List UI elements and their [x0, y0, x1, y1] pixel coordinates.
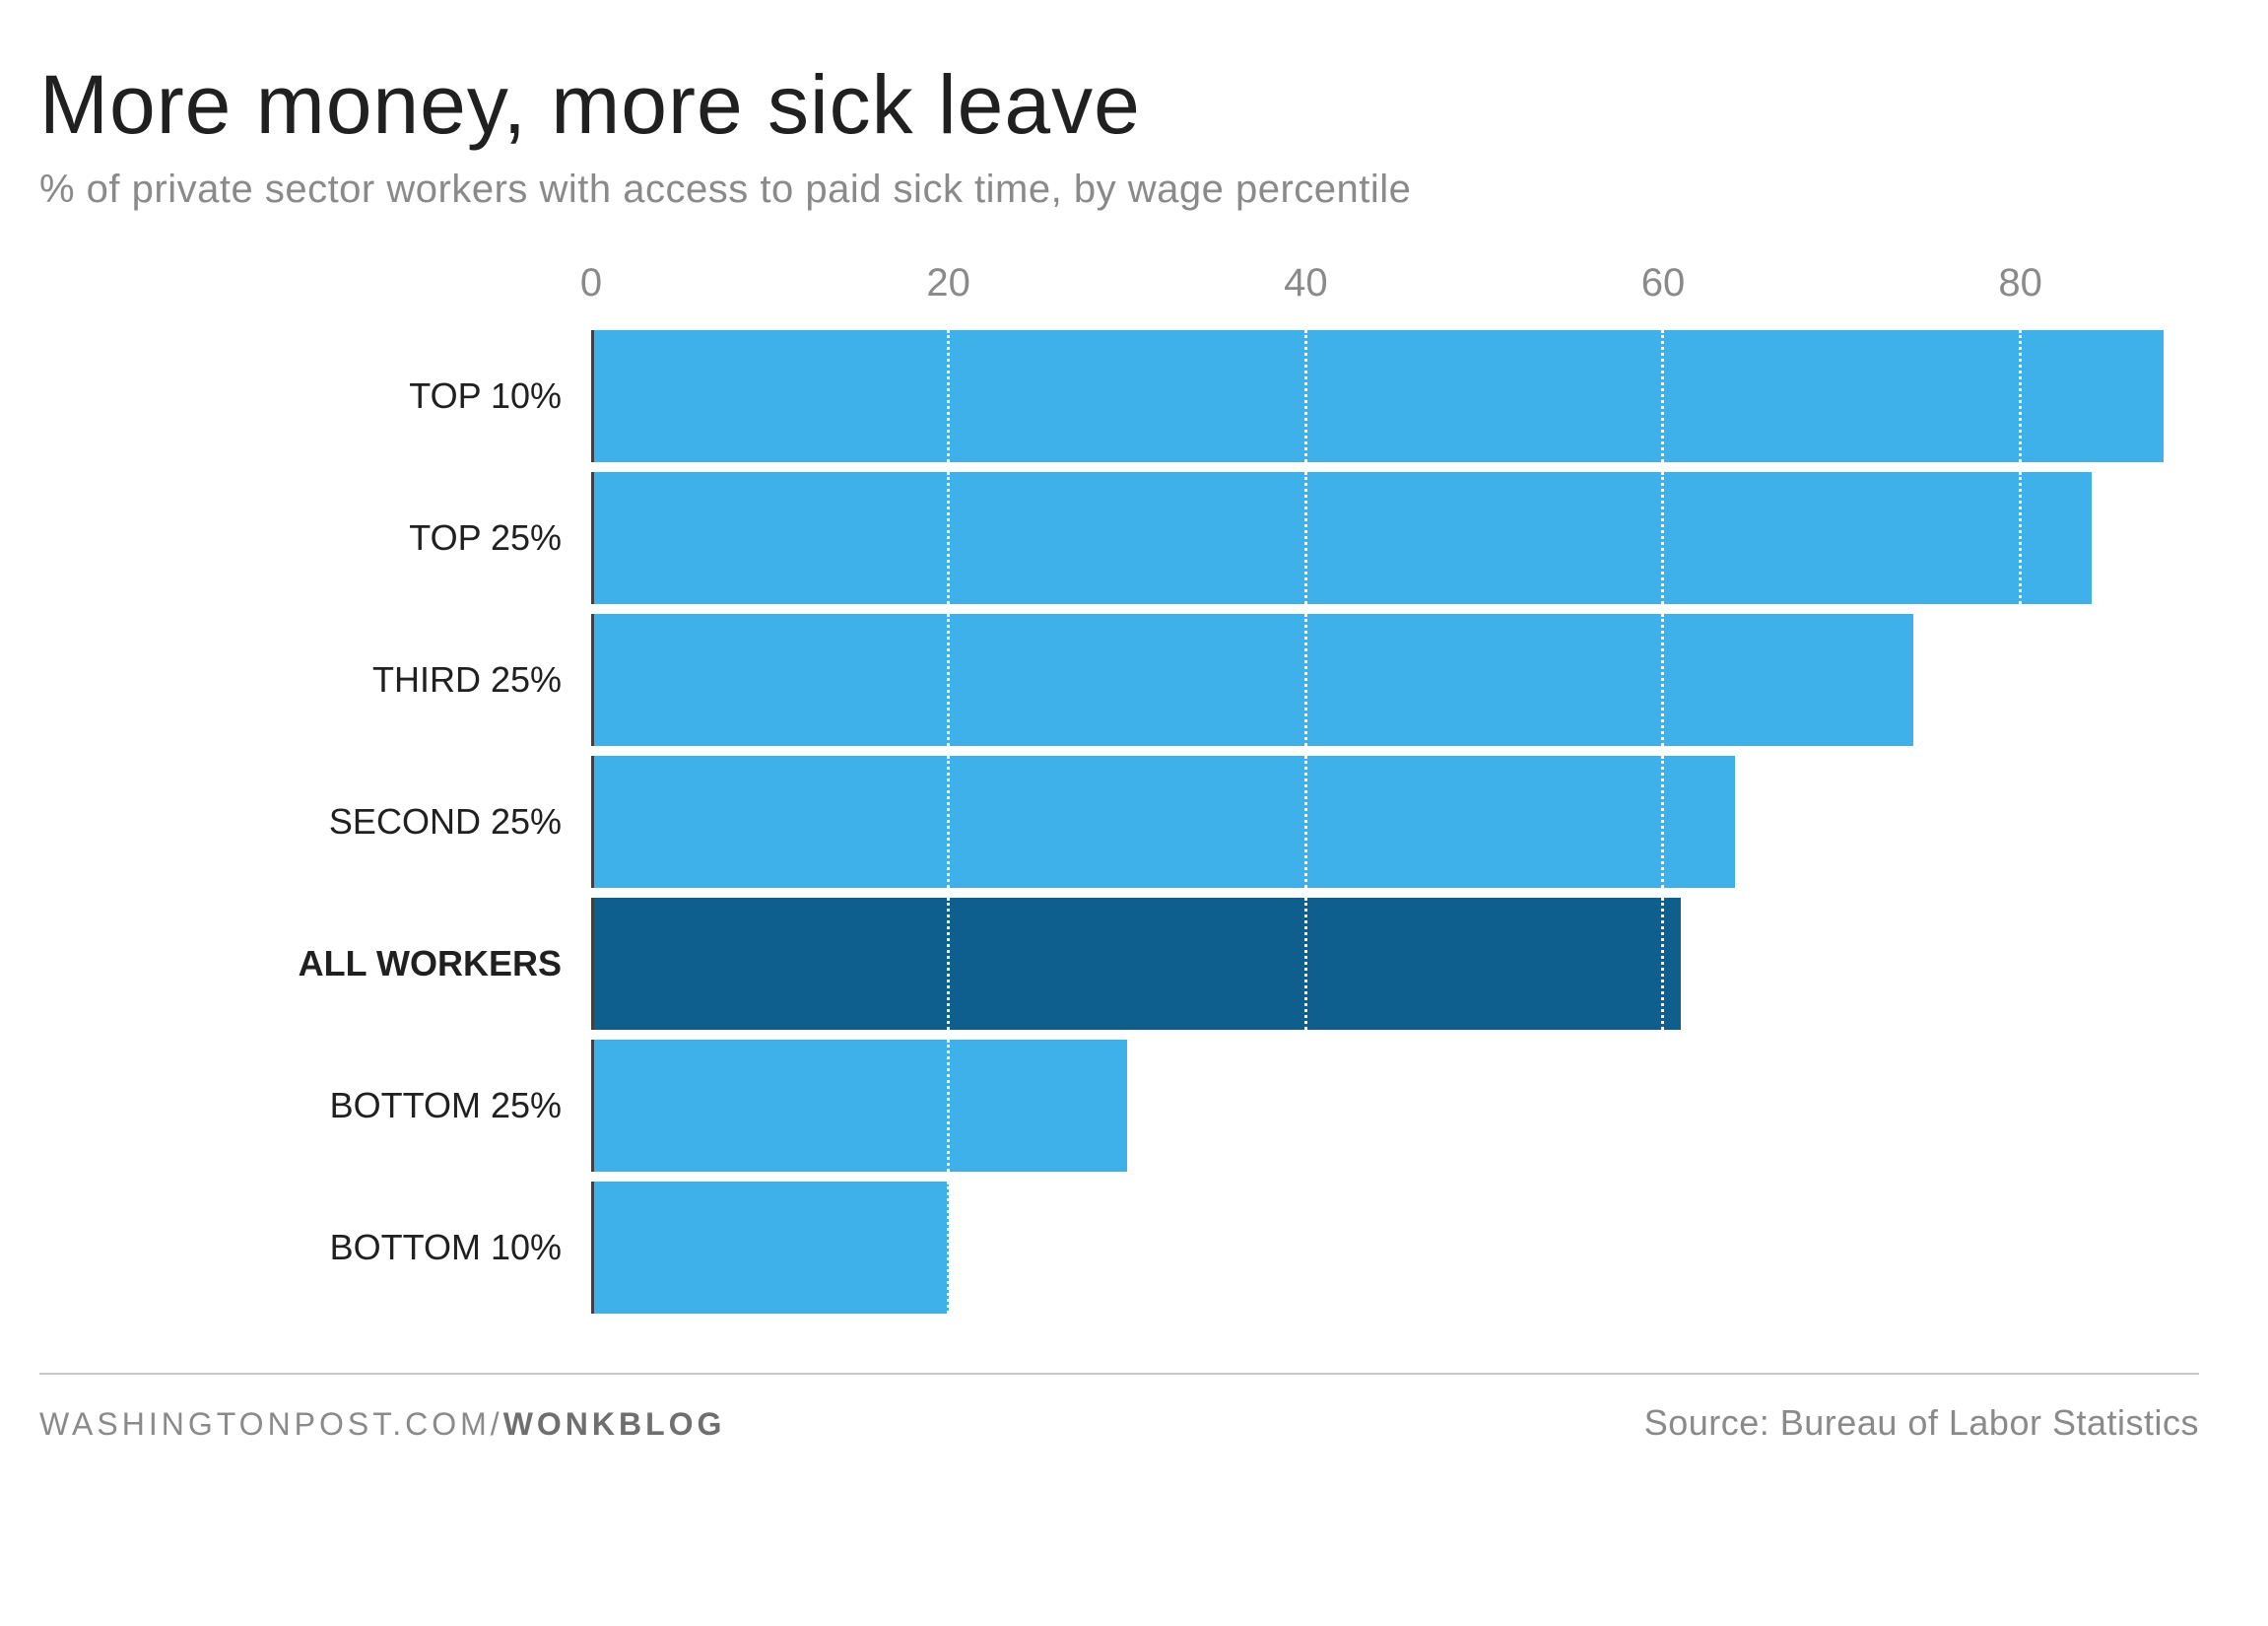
bar-row: BOTTOM 25%: [39, 1040, 2199, 1172]
category-label: BOTTOM 10%: [39, 1182, 591, 1314]
axis-baseline: [591, 1040, 594, 1172]
gridline: [1661, 1182, 1664, 1314]
gridline: [2019, 614, 2022, 746]
bar-row: BOTTOM 10%: [39, 1182, 2199, 1314]
bar-cell: [591, 898, 2199, 1030]
x-axis-ticks: 020406080: [591, 261, 2199, 330]
bar: [591, 1040, 1127, 1172]
bar-row: TOP 25%: [39, 472, 2199, 604]
bar: [591, 614, 1913, 746]
chart-subtitle: % of private sector workers with access …: [39, 168, 2199, 212]
bar-row: SECOND 25%: [39, 756, 2199, 888]
credit-left-strong: WONKBLOG: [503, 1406, 726, 1442]
category-label: TOP 25%: [39, 472, 591, 604]
credit-left-prefix: WASHINGTONPOST.COM/: [39, 1406, 503, 1442]
chart-footer: WASHINGTONPOST.COM/WONKBLOG Source: Bure…: [39, 1373, 2199, 1444]
axis-baseline: [591, 330, 594, 462]
gridline: [1304, 1040, 1307, 1172]
bars-stack: TOP 10%TOP 25%THIRD 25%SECOND 25%ALL WOR…: [39, 330, 2199, 1314]
gridline: [2019, 898, 2022, 1030]
category-label: TOP 10%: [39, 330, 591, 462]
category-label: SECOND 25%: [39, 756, 591, 888]
axis-baseline: [591, 614, 594, 746]
bar: [591, 330, 2164, 462]
axis-baseline: [591, 1182, 594, 1314]
x-axis-tick: 60: [1641, 261, 1686, 305]
category-label: ALL WORKERS: [39, 898, 591, 1030]
gridline: [2019, 1040, 2022, 1172]
credit-source: Source: Bureau of Labor Statistics: [1644, 1402, 2199, 1444]
bar: [591, 472, 2092, 604]
bar-cell: [591, 756, 2199, 888]
gridline: [1304, 1182, 1307, 1314]
x-axis-tick: 0: [580, 261, 602, 305]
category-label: THIRD 25%: [39, 614, 591, 746]
bar: [591, 898, 1681, 1030]
axis-baseline: [591, 898, 594, 1030]
gridline: [1661, 1040, 1664, 1172]
gridline: [2019, 1182, 2022, 1314]
gridline: [2019, 756, 2022, 888]
axis-baseline: [591, 756, 594, 888]
x-axis: 0 20 40 60 80: [39, 261, 2199, 330]
plot-area: 0 20 40 60 80 TOP 10%TOP 25%THIRD 25%SECOND …: [39, 261, 2199, 1314]
x-axis-tick: 40: [1284, 261, 1328, 305]
axis-baseline: [591, 472, 594, 604]
bar-cell: [591, 330, 2199, 462]
bar-cell: [591, 614, 2199, 746]
bar-row: THIRD 25%: [39, 614, 2199, 746]
bar-cell: [591, 1182, 2199, 1314]
bar-row: TOP 10%: [39, 330, 2199, 462]
chart-title: More money, more sick leave: [39, 59, 2199, 150]
x-axis-tick: 80: [1998, 261, 2042, 305]
bar: [591, 1182, 949, 1314]
bar-row: ALL WORKERS: [39, 898, 2199, 1030]
bar-cell: [591, 1040, 2199, 1172]
bar: [591, 756, 1735, 888]
footer-rule: [39, 1373, 2199, 1375]
bar-cell: [591, 472, 2199, 604]
credit-left: WASHINGTONPOST.COM/WONKBLOG: [39, 1406, 725, 1443]
x-axis-tick: 20: [926, 261, 970, 305]
category-label: BOTTOM 25%: [39, 1040, 591, 1172]
chart-container: More money, more sick leave % of private…: [0, 0, 2268, 1626]
